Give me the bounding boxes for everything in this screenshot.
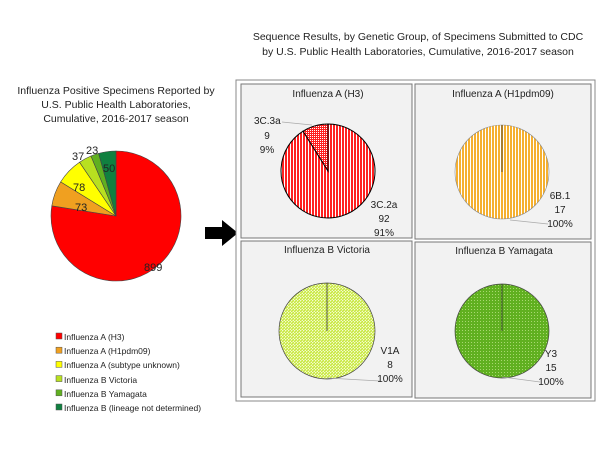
legend-swatch-h1pdm09 (55, 346, 63, 354)
legend-label-victoria: Influenza B Victoria (64, 375, 137, 385)
label-y3-percent: 100% (538, 377, 564, 388)
legend-label-h3: Influenza A (H3) (64, 332, 125, 342)
legend-label-h1pdm09: Influenza A (H1pdm09) (64, 346, 151, 356)
legend-swatch-subtype-unknown (55, 361, 63, 368)
panel-title-h3: Influenza A (H3) (292, 89, 363, 100)
label-3c2a-name: 3C.2a (371, 200, 398, 211)
legend-swatch-victoria (55, 375, 63, 382)
label-3c3a-value: 9 (264, 131, 270, 142)
slice-lineage-nd (98, 150, 117, 217)
main-pie (50, 150, 182, 282)
leader-line-6b1 (509, 219, 549, 225)
main-pie-title-line-1: Influenza Positive Specimens Reported by (17, 85, 215, 97)
data-label-subtype-unknown: 78 (73, 182, 85, 194)
sub-pies (278, 123, 550, 380)
data-label-h3: 899 (144, 262, 162, 274)
panel-title-h1pdm09: Influenza A (H1pdm09) (452, 89, 554, 100)
label-v1a-percent: 100% (377, 374, 403, 385)
main-pie-title-line-2: U.S. Public Health Laboratories, (41, 99, 190, 111)
label-3c2a-value: 92 (378, 214, 390, 225)
panel-title-yamagata: Influenza B Yamagata (455, 246, 553, 257)
slice-3c3a (302, 123, 329, 173)
data-label-lineage-nd: 50 (103, 163, 115, 175)
sequence-title-line-1: Sequence Results, by Genetic Group, of S… (253, 31, 584, 43)
data-label-victoria: 37 (72, 151, 84, 163)
label-6b1-percent: 100% (547, 219, 573, 230)
legend-label-yamagata: Influenza B Yamagata (64, 389, 147, 399)
label-3c2a-percent: 91% (374, 228, 394, 239)
label-3c3a-percent: 9% (260, 145, 275, 156)
leader-line-3c3a (281, 121, 313, 126)
main-pie-title-line-3: Cumulative, 2016-2017 season (43, 113, 189, 125)
label-v1a-name: V1A (381, 346, 400, 357)
label-6b1-value: 17 (554, 205, 566, 216)
label-y3-name: Y3 (545, 349, 558, 360)
data-label-yamagata: 23 (86, 145, 98, 157)
label-y3-value: 15 (545, 363, 557, 374)
panel-title-victoria: Influenza B Victoria (284, 245, 370, 256)
sequence-title-line-2: by U.S. Public Health Laboratories, Cumu… (262, 46, 574, 58)
label-v1a-value: 8 (387, 360, 393, 371)
legend-swatch-yamagata (55, 389, 63, 397)
data-label-h1pdm09: 73 (75, 202, 87, 214)
legend-label-subtype-unknown: Influenza A (subtype unknown) (64, 360, 180, 370)
right-arrow-icon (205, 220, 238, 246)
legend (55, 332, 63, 411)
legend-swatch-h3 (55, 332, 63, 340)
label-6b1-name: 6B.1 (550, 191, 571, 202)
legend-swatch-lineage-nd (55, 403, 63, 411)
leader-line-y3 (501, 376, 541, 383)
label-3c3a-name: 3C.3a (254, 116, 281, 127)
legend-label-lineage-nd: Influenza B (lineage not determined) (64, 403, 201, 413)
leader-line-v1a (326, 377, 381, 382)
